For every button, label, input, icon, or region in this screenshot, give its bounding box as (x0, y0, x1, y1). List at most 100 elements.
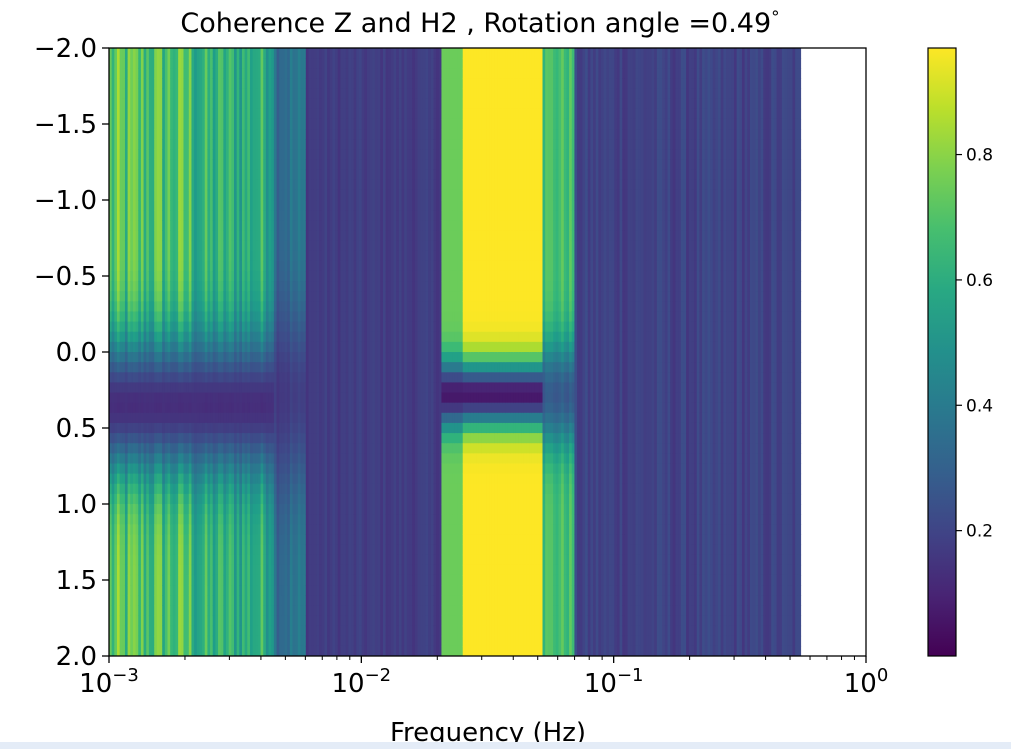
heatmap-cell (188, 88, 193, 100)
heatmap-cell (138, 402, 142, 414)
heatmap-cell (148, 48, 153, 59)
heatmap-cell (151, 189, 155, 201)
heatmap-cell (140, 291, 145, 302)
heatmap-cell (143, 534, 147, 546)
heatmap-cell (164, 422, 169, 434)
heatmap-cell (167, 473, 171, 485)
heatmap-cell (154, 281, 158, 292)
heatmap-cell (140, 341, 145, 353)
heatmap-cell (204, 291, 208, 302)
heatmap-cell (164, 473, 169, 485)
heatmap-cell (119, 473, 123, 485)
heatmap-cell (140, 210, 145, 221)
heatmap-cell (202, 341, 206, 353)
heatmap-cell (207, 270, 211, 282)
heatmap-cell (146, 433, 150, 444)
heatmap-cell (114, 453, 118, 465)
heatmap-cell (130, 118, 134, 130)
heatmap-cell (183, 585, 187, 596)
heatmap-cell (119, 129, 123, 140)
heatmap-cell (135, 48, 139, 59)
heatmap-cell (127, 574, 131, 586)
heatmap-cell (116, 78, 121, 90)
heatmap-cell (188, 108, 193, 120)
heatmap-cell (199, 352, 203, 363)
heatmap-cell (154, 473, 158, 485)
heatmap-cell (191, 635, 195, 647)
heatmap-cell (183, 149, 187, 161)
heatmap-cell (122, 402, 126, 414)
heatmap-cell (164, 179, 169, 191)
heatmap-cell (186, 372, 190, 383)
heatmap-cell (175, 341, 179, 353)
heatmap-cell (151, 564, 155, 576)
heatmap-cell (146, 159, 150, 171)
heatmap-cell (122, 210, 126, 221)
heatmap-cell (194, 574, 198, 586)
heatmap-cell (122, 341, 126, 353)
heatmap-cell (146, 635, 150, 647)
heatmap-cell (151, 149, 155, 161)
heatmap-cell (111, 230, 115, 242)
heatmap-cell (143, 625, 147, 637)
heatmap-cell (183, 544, 187, 556)
heatmap-cell (202, 362, 206, 373)
heatmap-cell (143, 149, 147, 161)
heatmap-cell (164, 564, 169, 576)
heatmap-cell (135, 453, 139, 465)
heatmap-cell (178, 534, 182, 546)
heatmap-cell (191, 179, 195, 191)
heatmap-cell (135, 585, 139, 596)
heatmap-cell (130, 574, 134, 586)
heatmap-cell (170, 88, 174, 100)
heatmap-cell (180, 574, 185, 586)
heatmap-cell (162, 129, 166, 140)
heatmap-cell (180, 48, 185, 59)
heatmap-cell (183, 463, 187, 475)
heatmap-cell (202, 473, 206, 485)
heatmap-cell (119, 615, 123, 627)
heatmap-cell (132, 402, 137, 414)
heatmap-cell (207, 372, 211, 383)
heatmap-cell (151, 524, 155, 535)
heatmap-cell (175, 453, 179, 465)
heatmap-cell (148, 463, 153, 475)
heatmap-cell (183, 270, 187, 282)
heatmap-cell (167, 605, 171, 617)
heatmap-cell (151, 48, 155, 59)
heatmap-cell (196, 341, 201, 353)
heatmap-cell (116, 473, 121, 485)
heatmap-cell (111, 321, 115, 333)
heatmap-cell (135, 58, 139, 69)
heatmap-cell (124, 544, 129, 556)
heatmap-cell (148, 635, 153, 647)
heatmap-cell (202, 463, 206, 475)
heatmap-cell (138, 352, 142, 363)
heatmap-cell (111, 78, 115, 90)
heatmap-cell (146, 169, 150, 181)
heatmap-cell (135, 331, 139, 343)
heatmap-cell (124, 564, 129, 576)
heatmap-cell (202, 544, 206, 556)
heatmap-cell (154, 595, 158, 606)
heatmap-cell (170, 443, 174, 454)
heatmap-cell (178, 118, 182, 130)
heatmap-cell (111, 524, 115, 535)
heatmap-cell (109, 139, 113, 150)
heatmap-cell (164, 108, 169, 120)
heatmap-cell (167, 260, 171, 272)
heatmap-cell (191, 585, 195, 596)
heatmap-cell (111, 58, 115, 69)
heatmap-cell (140, 635, 145, 647)
heatmap-cell (156, 321, 161, 333)
heatmap-cell (180, 635, 185, 647)
heatmap-cell (130, 88, 134, 100)
heatmap-cell (194, 352, 198, 363)
heatmap-cell (188, 68, 193, 79)
heatmap-cell (135, 554, 139, 566)
heatmap-cell (156, 372, 161, 383)
heatmap-cell (148, 483, 153, 495)
heatmap-cell (146, 645, 150, 656)
heatmap-cell (194, 585, 198, 596)
heatmap-cell (159, 433, 163, 444)
